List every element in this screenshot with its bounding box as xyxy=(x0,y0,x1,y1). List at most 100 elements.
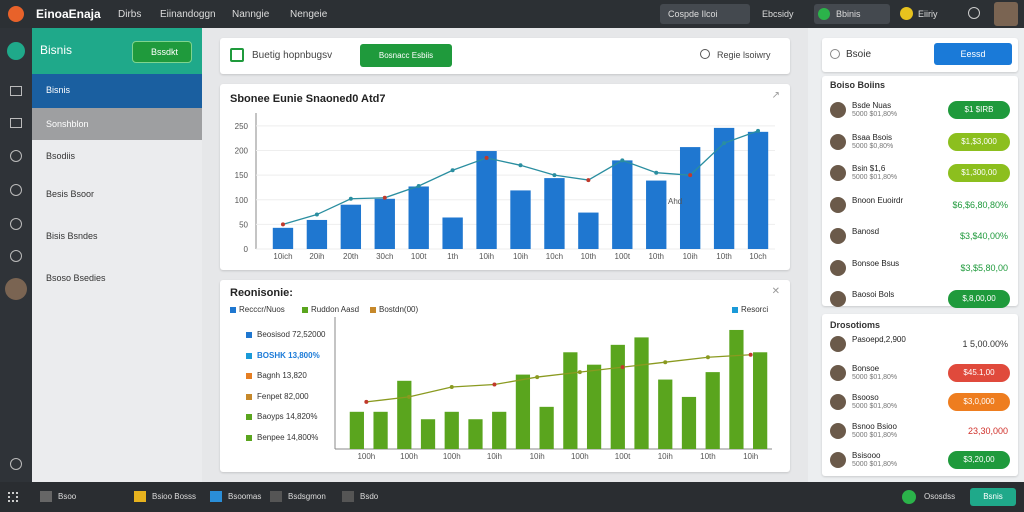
expand-icon[interactable]: ↗ xyxy=(771,90,780,101)
bar xyxy=(373,411,388,449)
list-row[interactable]: Bsooso 5000 $01,80% $3,0,000 xyxy=(828,390,1012,414)
y-tick-label: 250 xyxy=(235,122,249,131)
list-row[interactable]: Bsin $1,6 5000 $01,80% $1,300,00 xyxy=(828,161,1012,185)
x-tick-label: 100t xyxy=(615,252,631,261)
dropdown[interactable]: Cospde Ilcoi xyxy=(660,4,750,24)
task-item[interactable]: Bsoomas xyxy=(228,492,262,501)
user[interactable]: Eiiriy xyxy=(918,9,938,19)
list-row[interactable]: Pasoepd,2,900 1 5,00.00% xyxy=(828,332,1012,356)
task-item[interactable]: Bsdsgmon xyxy=(288,492,326,501)
line-point xyxy=(348,196,353,201)
task-item[interactable]: Bsioo Bosss xyxy=(152,492,197,501)
nav-item[interactable]: Eiinandoggn xyxy=(160,9,216,20)
sidebar-item[interactable]: Bsodiis xyxy=(32,140,202,172)
avatar[interactable] xyxy=(994,2,1018,26)
search-icon[interactable] xyxy=(700,49,710,59)
task-item[interactable]: Bsdo xyxy=(360,492,379,501)
taskbar-button[interactable]: Bsnis xyxy=(970,488,1016,506)
start-icon[interactable] xyxy=(8,492,18,502)
rail-icon[interactable] xyxy=(10,86,22,96)
x-tick-label: 10ih xyxy=(479,252,494,261)
toolbar: Buetig hopnbugsv Bosnacc Esbiis Regie ls… xyxy=(220,38,790,74)
rail-icon[interactable] xyxy=(10,218,22,230)
list-row[interactable]: Bsnoo Bsioo 5000 $01,80% 23,30,000 xyxy=(828,419,1012,443)
list-card: Drosotioms Pasoepd,2,900 1 5,00.00% Bonsoe… xyxy=(822,314,1018,476)
sidebar-item[interactable]: Besis Bsoor xyxy=(32,178,202,210)
rail-icon[interactable] xyxy=(10,150,22,162)
row-avatar xyxy=(830,133,846,150)
row-name: Bonsoe xyxy=(852,364,880,373)
sidebar-item[interactable]: Bisis Bsndes xyxy=(32,220,202,252)
x-tick-label: 100t xyxy=(411,252,427,261)
chart-label: Beosisod 72,52000 xyxy=(257,330,326,339)
close-icon[interactable]: ✕ xyxy=(771,286,780,297)
list-row[interactable]: Bnoon Euoirdr $6,$6,80,80% xyxy=(828,193,1012,217)
legend-swatch xyxy=(302,307,308,313)
line-point xyxy=(416,183,421,188)
nav-item[interactable]: Nanngie xyxy=(232,9,270,20)
nav-item[interactable]: Dirbs xyxy=(118,9,142,20)
help-icon[interactable] xyxy=(968,7,980,19)
legend-swatch xyxy=(732,307,738,313)
x-tick-label: 10ih xyxy=(530,452,545,461)
line-point xyxy=(364,399,369,404)
row-pill[interactable]: $3,0,000 xyxy=(948,393,1010,411)
x-tick-label: 10ch xyxy=(749,252,766,261)
bar xyxy=(610,344,625,449)
label-swatch xyxy=(246,332,252,338)
sidebar-button[interactable]: Bssdkt xyxy=(132,41,192,63)
rail-icon[interactable] xyxy=(10,118,22,128)
bar xyxy=(713,127,735,249)
row-avatar xyxy=(830,423,846,439)
row-pill[interactable]: $45.1,00 xyxy=(948,364,1010,382)
row-value: $3,$5,80,00 xyxy=(960,262,1008,273)
link[interactable]: Ebcsidy xyxy=(762,9,794,19)
sidebar: Bisnis Bssdkt Bisnis Sonshblon Bsodiis Besi… xyxy=(32,28,202,482)
sidebar-item[interactable]: Bisnis xyxy=(32,74,202,108)
row-pill[interactable]: $3,20,00 xyxy=(948,451,1010,469)
row-avatar xyxy=(830,102,846,118)
row-name: Bsin $1,6 xyxy=(852,164,886,173)
rail-avatar[interactable] xyxy=(5,278,27,300)
row-avatar xyxy=(830,228,846,244)
taskbar: Bsoo Bsioo Bosss Bsoomas Bsdsgmon Bsdo Ososd… xyxy=(0,482,1024,512)
list-row[interactable]: Bsisooo 5000 $01,80% $3,20,00 xyxy=(828,448,1012,472)
sidebar-item[interactable]: Sonshblon xyxy=(32,108,202,140)
row-pill[interactable]: $,8,00,00 xyxy=(948,290,1010,308)
y-tick-label: 50 xyxy=(239,220,248,229)
chart-card: Reonisonie: ✕ Recccr/Nuos Ruddon Aasd Bost… xyxy=(220,280,790,472)
toolbar-button[interactable]: Bosnacc Esbiis xyxy=(360,44,452,67)
legend-label: Recccr/Nuos xyxy=(239,305,285,314)
bar xyxy=(544,178,565,249)
panel-button[interactable]: Eessd xyxy=(934,43,1012,65)
row-pill[interactable]: $1 $IRB xyxy=(948,101,1010,119)
sidebar-item[interactable]: Bsoso Bsedies xyxy=(32,262,202,294)
bar xyxy=(753,352,768,449)
rail-icon[interactable] xyxy=(10,250,22,262)
bar xyxy=(272,227,294,249)
rail-icon[interactable] xyxy=(10,184,22,196)
row-avatar xyxy=(830,336,846,352)
list-row[interactable]: Bsde Nuas 5000 $01,80% $1 $IRB xyxy=(828,98,1012,122)
line-point xyxy=(688,173,693,178)
list-row[interactable]: Baosoi Bols $,8,00,00 xyxy=(828,287,1012,311)
list-row[interactable]: Bsaa Bsois 5000 $0,80% $1,$3,000 xyxy=(828,130,1012,154)
line-point xyxy=(535,375,540,380)
nav-item[interactable]: Nengeie xyxy=(290,9,328,20)
badge[interactable]: Bbinis xyxy=(814,4,890,24)
bar xyxy=(420,419,436,449)
search[interactable]: Regie lsoiwry xyxy=(717,50,771,60)
annotation: Ahd xyxy=(668,197,682,206)
list-row[interactable]: Banosd $3,$40,00% xyxy=(828,224,1012,248)
task-item[interactable]: Bsoo xyxy=(58,492,77,501)
rail-icon[interactable] xyxy=(7,42,25,60)
row-pill[interactable]: $1,300,00 xyxy=(948,164,1010,182)
sidebar-header: Bisnis Bssdkt xyxy=(32,28,202,74)
panel-header: Bsoie Eessd xyxy=(822,38,1018,72)
rail-icon[interactable] xyxy=(10,458,22,470)
list-row[interactable]: Bonsoe 5000 $01,80% $45.1,00 xyxy=(828,361,1012,385)
bar xyxy=(634,337,649,449)
row-pill[interactable]: $1,$3,000 xyxy=(948,132,1010,151)
list-row[interactable]: Bonsoe Bsus $3,$5,80,00 xyxy=(828,256,1012,280)
